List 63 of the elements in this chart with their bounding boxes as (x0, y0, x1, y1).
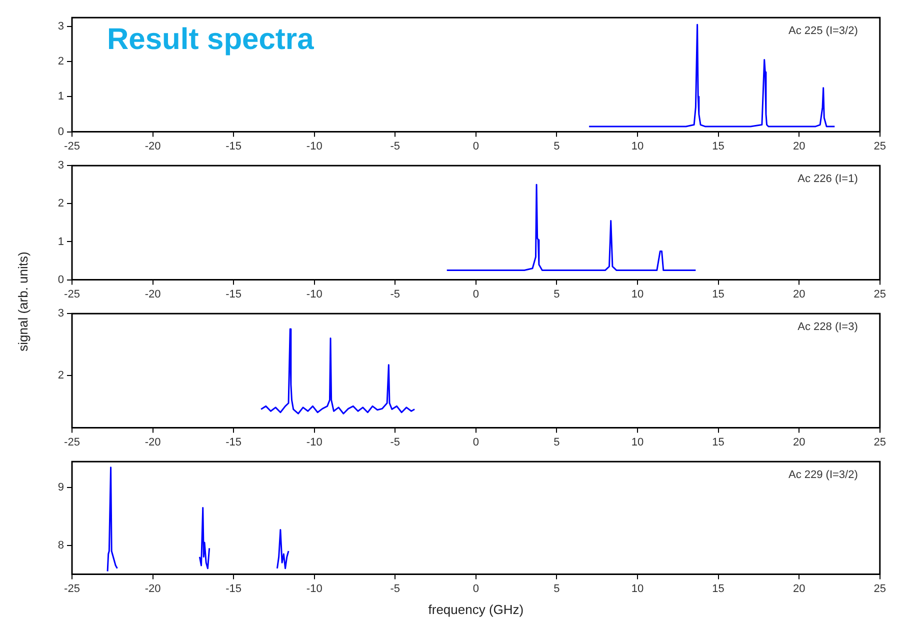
x-tick-label: -10 (306, 140, 322, 152)
annotation: Ac 225 (I=3/2) (788, 25, 858, 38)
y-axis-title: signal (arb. units) (16, 250, 30, 354)
y-tick-label: 2 (58, 56, 64, 68)
x-tick-label: 10 (631, 436, 644, 448)
x-tick-label: -20 (144, 140, 161, 152)
x-axis-title: frequency (GHz) (428, 602, 524, 617)
x-tick-label: -5 (390, 288, 400, 300)
y-tick-label: 3 (58, 308, 64, 320)
x-tick-label: -5 (390, 140, 400, 152)
chart-title: Result spectra (107, 22, 314, 56)
x-tick-label: -10 (306, 436, 322, 448)
x-tick-label: 5 (554, 140, 560, 152)
x-tick-label: -25 (64, 140, 80, 152)
y-tick-label: 0 (58, 126, 64, 138)
x-tick-label: 15 (712, 140, 724, 152)
y-tick-label: 2 (58, 369, 64, 382)
x-tick-label: 20 (792, 436, 806, 448)
x-tick-label: 15 (712, 288, 724, 300)
annotation: Ac 226 (I=1) (798, 173, 858, 186)
annotation: Ac 229 (I=3/2) (788, 469, 858, 482)
y-tick-label: 2 (58, 198, 64, 210)
x-tick-label: -5 (390, 582, 400, 595)
x-tick-label: -15 (226, 436, 242, 448)
x-tick-label: -10 (306, 288, 322, 300)
y-tick-label: 3 (58, 160, 64, 172)
x-tick-label: 25 (874, 140, 886, 152)
x-tick-label: -25 (64, 436, 80, 448)
x-tick-label: -15 (226, 582, 242, 595)
x-tick-label: 5 (554, 582, 560, 595)
x-tick-label: 15 (712, 436, 724, 448)
x-tick-label: 20 (792, 288, 806, 300)
x-tick-label: -25 (64, 288, 80, 300)
x-tick-label: 0 (472, 288, 480, 300)
y-tick-label: 8 (58, 539, 64, 552)
x-tick-label: 0 (472, 582, 480, 595)
x-tick-label: 10 (631, 140, 644, 152)
x-tick-label: 25 (874, 436, 886, 448)
x-tick-label: -20 (144, 436, 161, 448)
x-tick-label: -15 (226, 288, 242, 300)
x-tick-label: -10 (306, 582, 322, 595)
y-tick-label: 9 (58, 482, 64, 494)
x-tick-label: 20 (792, 582, 806, 595)
y-tick-label: 0 (58, 274, 64, 286)
x-tick-label: -5 (390, 436, 400, 448)
x-tick-label: 5 (554, 288, 560, 300)
x-tick-label: 10 (631, 288, 644, 300)
x-tick-label: -20 (144, 582, 161, 595)
x-tick-label: -15 (226, 140, 242, 152)
x-tick-label: 10 (631, 582, 644, 595)
y-tick-label: 3 (58, 20, 64, 32)
x-tick-label: 25 (874, 288, 886, 300)
x-tick-label: 5 (554, 436, 560, 448)
annotation: Ac 228 (I=3) (798, 321, 858, 334)
x-tick-label: -20 (144, 288, 161, 300)
x-tick-label: 0 (472, 140, 480, 152)
x-tick-label: -25 (64, 582, 80, 595)
x-tick-label: 25 (874, 582, 886, 595)
x-tick-label: 0 (472, 436, 480, 448)
y-tick-label: 1 (58, 236, 64, 248)
x-tick-label: 15 (712, 582, 724, 595)
y-tick-label: 1 (58, 90, 64, 103)
x-tick-label: 20 (792, 140, 806, 152)
